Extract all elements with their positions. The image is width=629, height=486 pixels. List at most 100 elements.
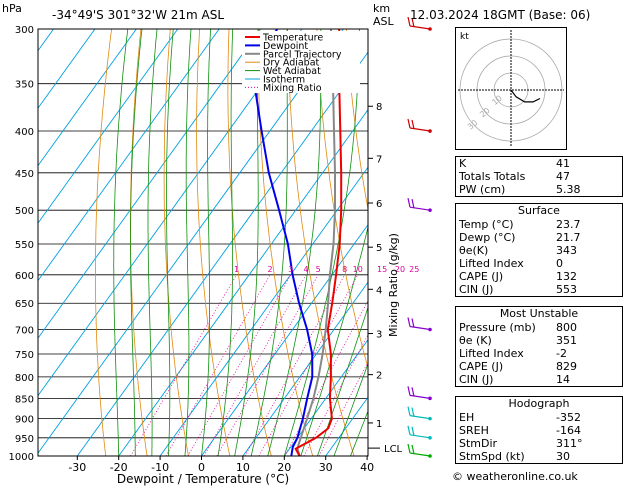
legend-entry: Parcel Trajectory xyxy=(263,49,342,60)
table-row: Temp (°C) 23.7 xyxy=(456,218,622,231)
dewpoint-line xyxy=(253,29,314,456)
legend-entry: Isotherm xyxy=(263,75,305,86)
x-tick-label: 20 xyxy=(277,461,291,474)
table-row: Lifted Index -2 xyxy=(456,347,622,360)
mixing-ratio-label: 8 xyxy=(342,265,347,274)
mixing-ratio-label: 25 xyxy=(409,265,419,274)
dry-adiabat-line xyxy=(345,29,368,212)
param-value: -2 xyxy=(556,347,567,360)
dry-adiabat-line xyxy=(316,29,368,370)
legend-entry: Dewpoint xyxy=(263,41,308,52)
wind-barb-flag xyxy=(407,16,411,27)
param-value: 14 xyxy=(556,373,570,386)
wind-barb-flag xyxy=(411,387,415,397)
mixing-ratio-line xyxy=(284,299,368,456)
pressure-tick-label: 300 xyxy=(15,25,34,36)
dry-adiabat-line xyxy=(163,29,189,456)
isotherm-line xyxy=(201,223,368,456)
param-value: 800 xyxy=(556,321,577,334)
wind-barb-shaft xyxy=(409,452,431,457)
param-label: Lifted Index xyxy=(459,257,524,270)
param-label: CAPE (J) xyxy=(459,360,504,373)
hodograph-trace xyxy=(510,89,541,103)
x-tick-label: 30 xyxy=(319,461,333,474)
dry-adiabat-line xyxy=(196,29,231,456)
datetime-title: 12.03.2024 18GMT (Base: 06) xyxy=(410,8,591,22)
wind-barb-shaft xyxy=(409,206,431,211)
wind-barb-flag xyxy=(407,198,411,208)
hodograph-params-title: Hodograph xyxy=(508,397,570,410)
isotherm-line xyxy=(38,29,261,339)
wind-barb-shaft xyxy=(409,25,431,30)
table-row: EH -352 xyxy=(456,411,622,424)
surface-title: Surface xyxy=(518,204,560,217)
pressure-tick-label: 750 xyxy=(15,350,34,361)
pressure-tick-label: 800 xyxy=(15,373,34,384)
wet-adiabat-line xyxy=(184,29,192,456)
km-tick-label: 7 xyxy=(376,154,382,165)
legend-box xyxy=(242,31,360,93)
param-label: Totals Totals xyxy=(459,170,526,183)
param-value: 30 xyxy=(556,450,570,463)
wind-barb-dot xyxy=(428,416,432,421)
wet-adiabat-line xyxy=(267,29,322,456)
pressure-tick-label: 350 xyxy=(15,80,34,91)
pressure-tick-label: 550 xyxy=(15,240,34,251)
wind-barb-dot xyxy=(428,396,432,401)
hodograph-panel: kt 10 20 30 xyxy=(455,27,567,150)
hodograph-ring-label: 30 xyxy=(466,118,480,131)
x-tick-label: -30 xyxy=(68,461,86,474)
wind-barb-flag xyxy=(411,318,415,328)
table-row: CAPE (J) 132 xyxy=(456,270,622,283)
param-value: 21.7 xyxy=(556,231,581,244)
param-value: 343 xyxy=(556,244,577,257)
pressure-unit-label: hPa xyxy=(2,2,22,15)
height-unit-asl: ASL xyxy=(373,15,394,28)
isotherm-line xyxy=(242,281,368,456)
wet-adiabat-line xyxy=(147,29,158,456)
hodograph-unit-label: kt xyxy=(460,32,469,42)
legend-entry: Temperature xyxy=(262,33,323,44)
mixing-ratio-label: 10 xyxy=(353,265,363,274)
legend-entry: Wet Adiabat xyxy=(263,66,321,77)
pressure-tick-label: 700 xyxy=(15,326,34,337)
param-value: 311° xyxy=(556,437,583,450)
param-label: K xyxy=(459,157,467,170)
hodograph-ring-label: 20 xyxy=(478,106,492,119)
wet-adiabat-line xyxy=(113,29,129,456)
wet-adiabat-line xyxy=(217,29,234,456)
height-unit-km: km xyxy=(373,2,391,15)
param-label: StmSpd (kt) xyxy=(459,450,525,463)
isotherm-line xyxy=(38,29,220,282)
mixing-ratio-line xyxy=(165,274,271,456)
pressure-tick-label: 650 xyxy=(15,299,34,310)
mixing-ratio-line xyxy=(203,274,307,456)
wind-barb-flag xyxy=(411,444,415,455)
param-label: PW (cm) xyxy=(459,183,506,196)
km-tick-label: 6 xyxy=(376,199,382,210)
wind-barb-flag xyxy=(407,443,411,454)
wind-barb-shaft xyxy=(409,325,431,331)
wind-barb-flag xyxy=(411,199,415,209)
param-value: 41 xyxy=(556,157,570,170)
wet-adiabat-line xyxy=(130,29,143,456)
wind-barb-dot xyxy=(428,129,432,133)
mixing-ratio-label: 3 xyxy=(288,265,293,274)
temperature-line xyxy=(294,29,343,456)
plot-frame xyxy=(37,28,369,457)
table-row: CIN (J) 14 xyxy=(456,373,622,386)
table-row: Lifted Index 0 xyxy=(456,257,622,270)
param-value: 5.38 xyxy=(556,183,581,196)
pressure-tick-label: 600 xyxy=(15,271,34,282)
lcl-label: LCL xyxy=(384,444,403,455)
hodograph-params-panel: Hodograph EH -352 SREH -164 StmDir 311° StmSpd… xyxy=(455,396,623,464)
mixing-ratio-line xyxy=(216,274,319,456)
table-row: θe(K) 343 xyxy=(456,244,622,257)
param-label: θe(K) xyxy=(459,244,489,257)
km-tick-label: 5 xyxy=(376,243,382,254)
location-title: -34°49'S 301°32'W 21m ASL xyxy=(52,8,225,22)
table-row: K 41 xyxy=(456,157,622,170)
dry-adiabat-line xyxy=(130,29,148,456)
param-label: θe (K) xyxy=(459,334,492,347)
